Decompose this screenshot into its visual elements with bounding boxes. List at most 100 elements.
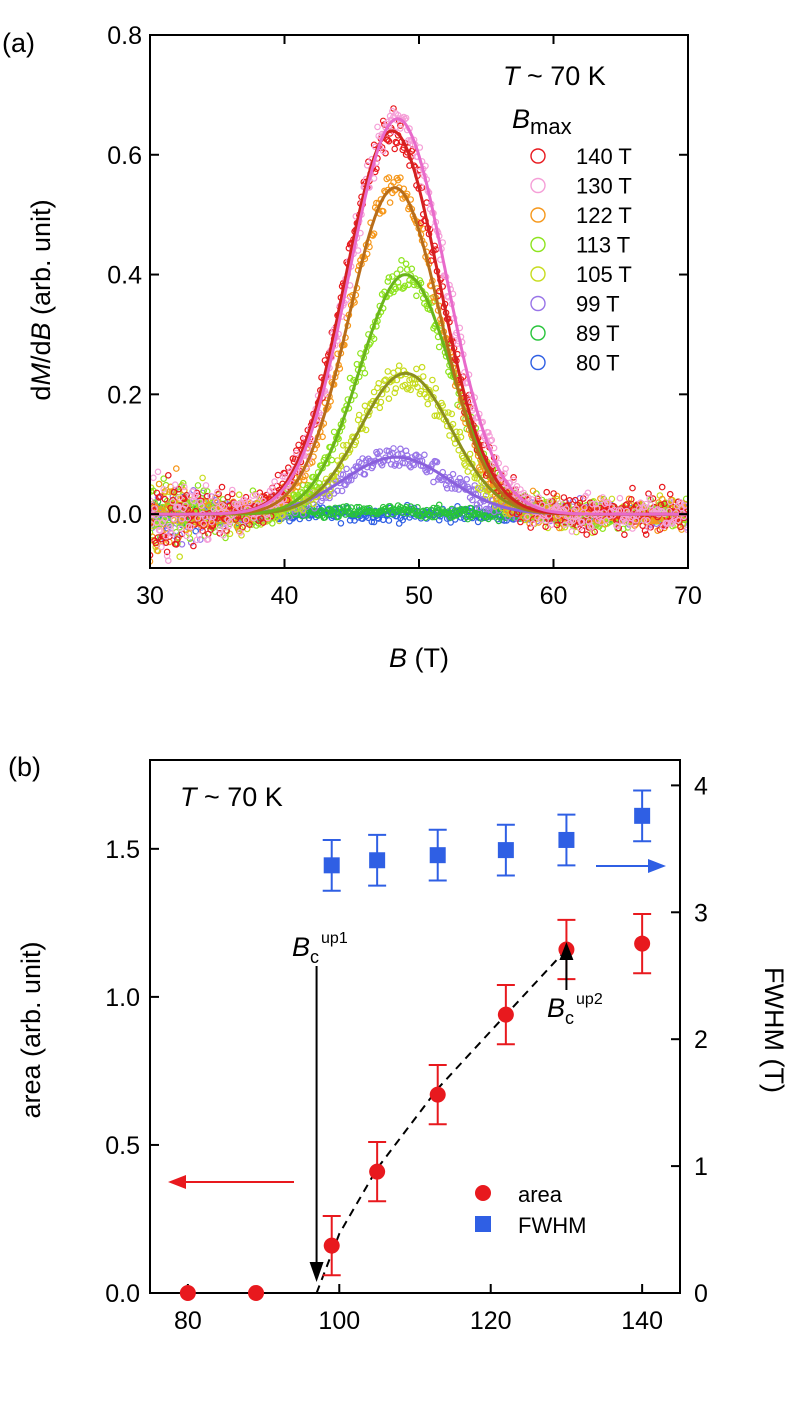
data-point xyxy=(585,518,593,526)
data-point xyxy=(337,519,345,527)
data-point xyxy=(370,388,378,396)
data-point xyxy=(576,524,584,532)
data-point xyxy=(547,521,555,529)
data-point xyxy=(157,493,164,500)
data-point xyxy=(393,270,401,278)
data-point xyxy=(385,274,393,281)
data-point xyxy=(385,447,393,455)
legend-marker-area xyxy=(475,1185,491,1201)
data-point xyxy=(419,225,427,233)
legend-label: 122 T xyxy=(576,203,632,228)
panel-a-label: (a) xyxy=(2,28,35,58)
data-point xyxy=(222,523,229,531)
data-point xyxy=(653,517,660,525)
data-point xyxy=(583,531,591,538)
data-point xyxy=(674,516,682,524)
data-point xyxy=(229,486,236,494)
data-point xyxy=(161,495,169,503)
data-point xyxy=(268,519,276,527)
data-point xyxy=(311,504,318,512)
data-point xyxy=(218,483,226,491)
data-point xyxy=(397,122,404,129)
data-point xyxy=(457,433,465,441)
data-point xyxy=(152,539,160,547)
data-point xyxy=(246,498,253,506)
data-point xyxy=(169,498,177,506)
data-point xyxy=(397,445,404,453)
y-tick-label-right: 2 xyxy=(694,1026,708,1054)
data-point xyxy=(413,292,420,300)
data-point xyxy=(200,487,208,495)
data-point xyxy=(197,536,204,543)
data-point xyxy=(353,503,361,511)
data-point xyxy=(234,500,242,508)
data-point xyxy=(435,516,443,524)
data-point xyxy=(629,525,636,532)
data-point xyxy=(190,497,197,505)
y-tick-label-right: 4 xyxy=(694,772,708,800)
data-point xyxy=(162,532,170,540)
data-point xyxy=(456,474,464,482)
x-tick-label: 50 xyxy=(405,582,433,610)
data-point xyxy=(391,462,399,469)
data-point xyxy=(368,518,376,526)
data-point xyxy=(385,174,393,181)
legend-label: 89 T xyxy=(576,321,620,346)
y-tick-label-left: 1.5 xyxy=(105,836,140,864)
data-point xyxy=(268,485,276,492)
data-point xyxy=(482,505,490,513)
bc-up2-arrow-head xyxy=(559,942,574,960)
point-fwhm xyxy=(558,831,575,848)
data-point xyxy=(225,522,233,530)
data-point xyxy=(381,377,388,385)
data-point xyxy=(370,518,378,526)
data-point xyxy=(357,350,364,357)
data-point xyxy=(410,461,418,469)
data-point xyxy=(435,343,443,351)
data-point xyxy=(646,494,653,502)
data-point xyxy=(443,484,451,492)
data-point xyxy=(299,510,307,518)
data-point xyxy=(385,517,393,524)
data-point xyxy=(176,523,184,531)
data-point xyxy=(181,483,188,491)
data-point xyxy=(389,273,396,280)
data-point xyxy=(176,553,184,561)
data-point xyxy=(352,463,360,470)
y-tick-label: 0.8 xyxy=(107,22,142,50)
data-point xyxy=(525,494,532,502)
panel-a-series xyxy=(150,105,688,565)
data-point xyxy=(339,441,347,449)
data-point xyxy=(326,494,333,502)
data-point xyxy=(343,465,350,473)
area-axis-arrow-head xyxy=(168,1175,186,1189)
data-point xyxy=(389,449,396,457)
point-area xyxy=(369,1163,386,1180)
data-point xyxy=(250,514,258,522)
data-point xyxy=(488,436,496,444)
data-point xyxy=(433,458,441,466)
data-point xyxy=(202,482,210,489)
data-point xyxy=(216,521,224,529)
data-point xyxy=(576,499,584,507)
data-point xyxy=(592,500,600,508)
data-point xyxy=(163,505,171,512)
data-point xyxy=(408,375,416,383)
legend-marker xyxy=(530,325,546,341)
panel-b-ylabel-right: FWHM (T) xyxy=(759,967,789,1093)
data-point xyxy=(392,285,400,293)
data-point xyxy=(182,501,189,509)
panel-a-xlabel: B (T) xyxy=(389,643,449,673)
data-point xyxy=(208,523,216,530)
data-point xyxy=(187,523,195,531)
panel-a-legend: 140 T 130 T 122 T 113 T 105 T 99 T 89 T 80 T xyxy=(530,144,632,376)
data-point xyxy=(197,498,204,506)
legend-label: 80 T xyxy=(576,351,620,376)
panel-b-ticks: 80 100 120 140 0.0 0.5 1.0 1.5 0 1 2 3 4 xyxy=(105,772,708,1335)
data-point xyxy=(658,483,666,491)
data-point xyxy=(332,506,340,514)
data-point xyxy=(510,476,517,484)
data-point xyxy=(535,494,543,501)
data-point xyxy=(666,498,674,506)
